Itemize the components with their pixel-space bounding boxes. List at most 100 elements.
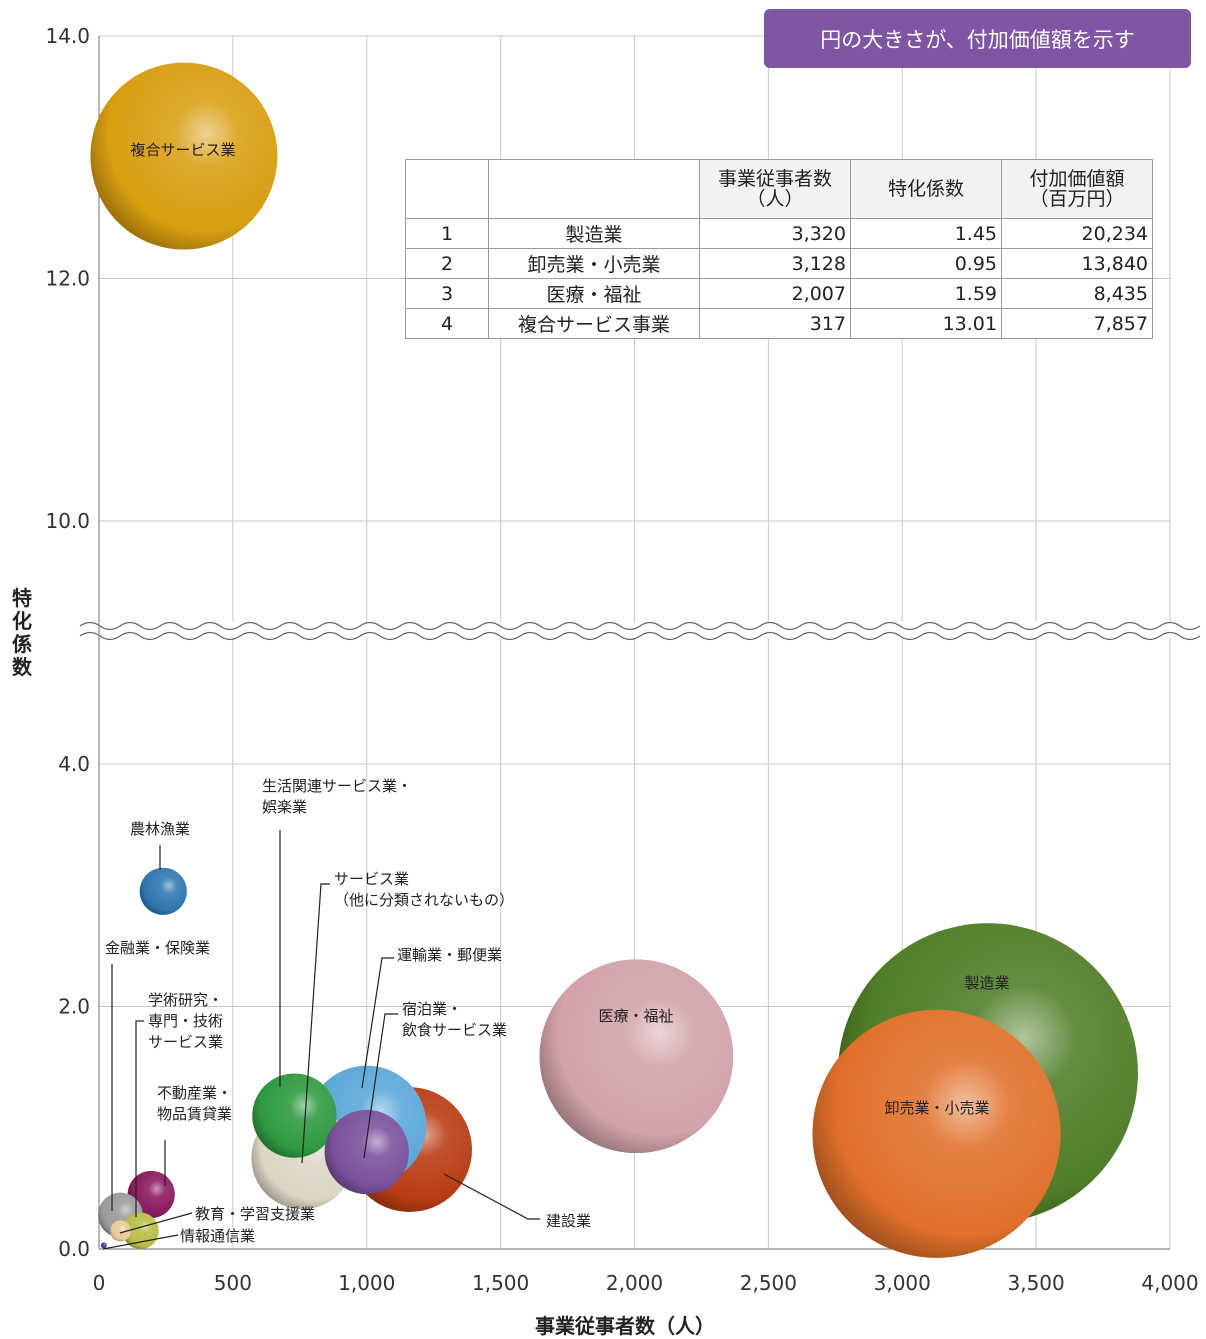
bubble-label-line: サービス業	[334, 870, 409, 888]
bubble-label: 金融業・保険業	[105, 939, 210, 957]
table-cell-industry: 卸売業・小売業	[488, 248, 700, 279]
table-cell-coefficient: 1.59	[850, 278, 1002, 309]
bubble	[324, 1109, 409, 1195]
table-row: 1 製造業 3,320 1.45 20,234	[405, 218, 1153, 249]
leader-line	[363, 1013, 398, 1159]
y-tick-label: 12.0	[45, 267, 90, 291]
table-cell-value-added: 8,435	[1001, 278, 1153, 309]
y-axis-title-char: 係	[12, 632, 32, 656]
bubble-label-line: 農林漁業	[130, 820, 190, 838]
table-cell-workers: 2,007	[699, 278, 851, 309]
x-axis-title: 事業従事者数（人）	[535, 1314, 715, 1338]
bubble-label-line: 医療・福祉	[598, 1007, 673, 1025]
x-tick-label: 1,500	[472, 1271, 529, 1295]
leader-line	[301, 883, 330, 1164]
leader-line	[135, 1020, 144, 1217]
x-tick-label: 3,000	[874, 1271, 931, 1295]
x-tick-label: 2,000	[606, 1271, 663, 1295]
leader-line	[443, 1173, 540, 1220]
x-tick-label: 1,000	[338, 1271, 395, 1295]
table-cell-industry: 医療・福祉	[488, 278, 700, 309]
bubble-label: 医療・福祉	[598, 1007, 673, 1025]
bubble	[109, 1220, 131, 1242]
y-tick-label: 4.0	[58, 752, 90, 776]
table-cell-value-added: 7,857	[1001, 308, 1153, 339]
table-cell-value-added: 20,234	[1001, 218, 1153, 249]
axis-break	[79, 621, 1201, 641]
bubble-label: 建設業	[546, 1212, 591, 1230]
table-cell-rank: 4	[405, 308, 489, 339]
bubble	[539, 959, 734, 1154]
bubble-label-line: 生活関連サービス業・	[262, 777, 412, 795]
bubble	[252, 1073, 337, 1158]
bubble	[139, 867, 187, 915]
y-axis-title-char: 特	[12, 586, 32, 610]
bubble-label-line: 卸売業・小売業	[884, 1099, 989, 1117]
table-header-row: 事業従事者数 （人） 特化係数 付加価値額 （百万円）	[405, 159, 1153, 219]
table-header-coefficient: 特化係数	[850, 159, 1002, 219]
axis-break-wave	[79, 631, 1201, 641]
bubble-label-line: 情報通信業	[180, 1227, 255, 1245]
table-row: 2 卸売業・小売業 3,128 0.95 13,840	[405, 248, 1153, 279]
bubble-label: 卸売業・小売業	[884, 1099, 989, 1117]
bubble-size-note: 円の大きさが、付加価値額を示す	[764, 9, 1191, 68]
bubble-label-line: （他に分類されないもの）	[334, 891, 514, 909]
bubble-label-line: 専門・技術	[148, 1012, 223, 1030]
axes: 0 500 1,000 1,500 2,000 2,500 3,000 3,500 4,000 0…	[12, 24, 1199, 1338]
bubble-label-line: 運輸業・郵便業	[397, 946, 502, 964]
bubble	[812, 1009, 1061, 1258]
bubble-label-line: 不動産業・	[157, 1084, 232, 1102]
bubble-label: 製造業	[964, 974, 1009, 992]
x-tick-label: 3,500	[1007, 1271, 1064, 1295]
bubble	[100, 1242, 107, 1249]
table-cell-rank: 3	[405, 278, 489, 309]
bubble-label: 運輸業・郵便業	[397, 946, 502, 964]
bubble-label: 情報通信業	[180, 1227, 255, 1245]
table-cell-value-added: 13,840	[1001, 248, 1153, 279]
x-tick-label: 0	[93, 1271, 106, 1295]
bubble-label: 宿泊業・飲食サービス業	[402, 1000, 507, 1039]
bubble-label: 農林漁業	[130, 820, 190, 838]
y-tick-label: 10.0	[45, 509, 90, 533]
bubble-label-line: サービス業	[148, 1033, 223, 1051]
table-cell-workers: 317	[699, 308, 851, 339]
bubble-label-line: 建設業	[546, 1212, 591, 1230]
y-tick-label: 14.0	[45, 24, 90, 48]
bubble-label: サービス業 （他に分類されないもの）	[334, 870, 514, 909]
table-header-industry	[488, 159, 700, 219]
x-tick-label: 2,500	[740, 1271, 797, 1295]
leader-lines	[102, 830, 540, 1250]
y-tick-label: 2.0	[58, 995, 90, 1019]
top-industries-table: 事業従事者数 （人） 特化係数 付加価値額 （百万円） 1 製造業 3,320 …	[405, 159, 1153, 339]
table-header-workers: 事業従事者数 （人）	[699, 159, 851, 219]
bubble-label-line: 物品賃貸業	[157, 1105, 232, 1123]
bubble-label-line: 飲食サービス業	[402, 1021, 507, 1039]
bubble-label: 教育・学習支援業	[195, 1205, 315, 1223]
y-axis-title-char: 数	[12, 655, 33, 679]
leader-line	[361, 957, 394, 1089]
axis-break-gap	[80, 622, 1190, 638]
table-cell-industry: 製造業	[488, 218, 700, 249]
axis-break-wave	[79, 621, 1201, 631]
bubble-label: 不動産業・物品賃貸業	[157, 1084, 232, 1123]
bubble-label-line: 教育・学習支援業	[195, 1205, 315, 1223]
table-row: 3 医療・福祉 2,007 1.59 8,435	[405, 278, 1153, 309]
table-cell-rank: 1	[405, 218, 489, 249]
bubble-label-line: 製造業	[964, 974, 1009, 992]
bubble-labels: 製造業卸売業・小売業医療・福祉複合サービス業建設業運輸業・郵便業生活関連サービス…	[105, 141, 1010, 1245]
table-cell-rank: 2	[405, 248, 489, 279]
table-cell-workers: 3,320	[699, 218, 851, 249]
leader-line	[102, 1234, 179, 1250]
bubble	[90, 62, 278, 250]
x-tick-label: 500	[214, 1271, 252, 1295]
bubble-label: 複合サービス業	[130, 141, 235, 159]
x-tick-label: 4,000	[1141, 1271, 1198, 1295]
bubble-label-line: 宿泊業・	[402, 1000, 462, 1018]
table-header-value-added: 付加価値額 （百万円）	[1001, 159, 1153, 219]
bubble-label-line: 学術研究・	[148, 991, 223, 1009]
bubble-label-line: 娯楽業	[262, 798, 307, 816]
bubble-label: 生活関連サービス業・娯楽業	[262, 777, 412, 816]
y-axis-title-char: 化	[12, 609, 32, 633]
table-cell-workers: 3,128	[699, 248, 851, 279]
